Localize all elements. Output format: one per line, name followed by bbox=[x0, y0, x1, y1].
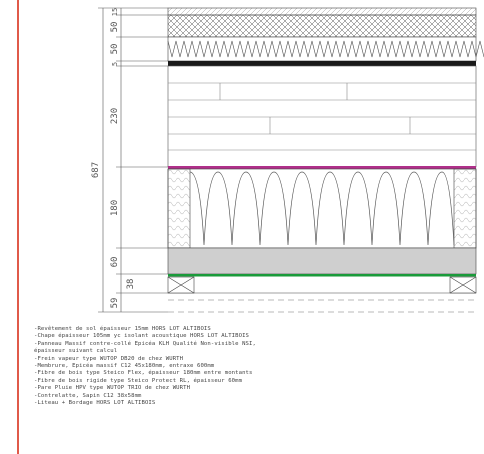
clt-panel-dimension: 230 bbox=[110, 108, 120, 124]
floor-finish-layer bbox=[167, 7, 477, 16]
note-clt-thickness: épaisseur suivant calcul bbox=[34, 348, 118, 355]
rain-barrier-membrane bbox=[168, 274, 476, 277]
note-cladding: -Liteau + Bordage HORS LOT ALTIBOIS bbox=[34, 400, 156, 407]
rigid-fibre-layer bbox=[167, 247, 477, 275]
frame-rule bbox=[17, 0, 19, 454]
acoustic-insulation-dimension: 50 bbox=[110, 44, 120, 55]
clt-panel-layer bbox=[167, 65, 477, 168]
acoustic-insulation-layer bbox=[167, 36, 484, 62]
floor-finish-dimension: 15 bbox=[111, 8, 119, 16]
cladding-layer bbox=[168, 299, 476, 313]
note-vapour-barrier: -Frein vapeur type WUTOP DB20 de chez WU… bbox=[34, 355, 184, 362]
note-rigid-fibre: -Fibre de bois rigide type Steico Protec… bbox=[34, 377, 243, 384]
note-floor-finish: -Revêtement de sol épaisseur 15mm HORS L… bbox=[34, 326, 211, 332]
note-studs: -Membrure, Epicéa massif C12 45x180mm, e… bbox=[34, 363, 215, 370]
stud-wall-dimension: 180 bbox=[110, 200, 120, 216]
left-stud bbox=[167, 168, 191, 249]
counter-batten-layer bbox=[167, 276, 477, 294]
note-rain-barrier: -Pare Pluie HPV type WUTOP TRIO de chez … bbox=[34, 385, 191, 392]
right-stud bbox=[453, 168, 477, 249]
right-counter-batten bbox=[449, 276, 477, 294]
counter-batten-dimension: 38 bbox=[126, 279, 136, 290]
note-screed: -Chape épaisseur 105mm yc isolant acoust… bbox=[34, 333, 249, 340]
material-notes: -Revêtement de sol épaisseur 15mm HORS L… bbox=[34, 326, 474, 407]
note-counter-batten: -Contrelatte, Sapin C12 38x58mm bbox=[34, 392, 142, 399]
left-counter-batten bbox=[167, 276, 195, 294]
vapour-layer-dimension: 5 bbox=[111, 62, 119, 66]
rigid-fibre-dimension: 60 bbox=[110, 257, 120, 268]
vapour-barrier-membrane bbox=[168, 166, 476, 169]
stud-insulation-layer bbox=[167, 168, 477, 249]
cladding-dimension: 59 bbox=[110, 298, 120, 309]
dimension-chain bbox=[98, 7, 168, 313]
dimension-labels: 687 15 50 50 5 230 180 60 38 59 bbox=[91, 8, 136, 309]
note-flexible-fibre: -Fibre de bois type Steico Flex, épaisse… bbox=[34, 370, 253, 377]
total-dimension-label: 687 bbox=[91, 162, 101, 178]
flexible-fibre-insulation bbox=[189, 171, 455, 246]
screed-dimension: 50 bbox=[110, 22, 120, 33]
vapour-barrier-top bbox=[168, 61, 476, 66]
dimension-ticks bbox=[98, 7, 168, 313]
note-clt-panel: -Panneau Massif contre-collé Epicéa KLH … bbox=[34, 340, 256, 347]
screed-layer bbox=[167, 14, 477, 38]
